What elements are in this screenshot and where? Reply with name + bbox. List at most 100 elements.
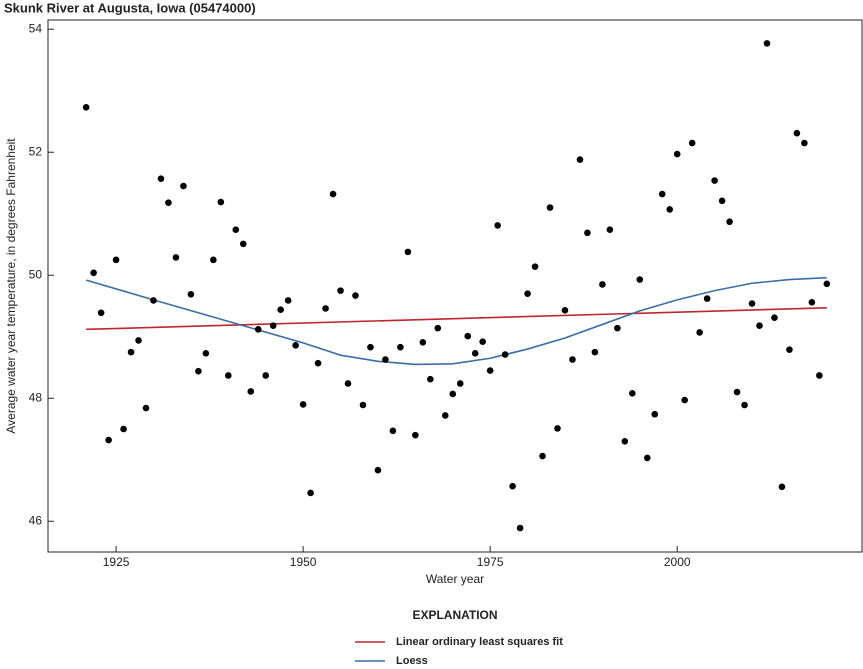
data-point	[247, 388, 255, 395]
y-tick-label: 52	[29, 144, 43, 158]
data-point	[494, 222, 501, 229]
data-point	[748, 300, 756, 307]
data-point	[569, 356, 576, 363]
data-point	[180, 182, 187, 190]
data-point	[157, 175, 165, 182]
data-point	[793, 129, 801, 137]
data-point	[823, 280, 831, 288]
data-point	[299, 401, 307, 408]
data-point	[726, 218, 733, 226]
data-point	[554, 425, 561, 432]
data-point	[329, 190, 337, 198]
data-point	[232, 226, 240, 234]
data-point	[135, 337, 142, 344]
data-point	[427, 375, 434, 383]
data-point	[471, 350, 479, 357]
x-tick-label: 1975	[477, 555, 504, 569]
data-point	[172, 254, 180, 261]
data-point	[509, 482, 516, 490]
data-point	[97, 309, 105, 317]
data-point	[801, 139, 808, 147]
data-point	[90, 269, 97, 277]
data-point	[202, 350, 210, 357]
data-point	[808, 298, 816, 306]
data-point	[778, 483, 786, 491]
plot-frame	[47, 19, 863, 553]
data-point	[516, 524, 524, 532]
data-point	[337, 287, 344, 294]
y-tick-label: 50	[29, 267, 43, 281]
data-point	[816, 372, 823, 379]
y-tick-label: 48	[29, 390, 43, 404]
data-point	[479, 338, 486, 345]
y-axis-label: Average water year temperature, in degre…	[4, 138, 18, 434]
data-point	[367, 343, 374, 351]
data-point	[195, 367, 202, 375]
data-point	[703, 295, 711, 302]
data-point	[771, 314, 778, 321]
data-point	[344, 380, 352, 387]
data-point	[225, 372, 232, 379]
data-point	[352, 292, 359, 299]
data-point	[756, 322, 763, 329]
data-point	[374, 466, 382, 474]
data-point	[591, 348, 599, 356]
data-point	[629, 390, 636, 397]
data-point	[322, 305, 329, 312]
data-point	[546, 204, 554, 211]
data-point	[419, 338, 427, 346]
x-axis-label: Water year	[426, 572, 484, 586]
trend-line	[86, 307, 827, 331]
data-point	[733, 388, 741, 396]
data-point	[292, 342, 299, 349]
data-point	[711, 177, 718, 184]
data-point	[217, 198, 225, 206]
data-point	[254, 326, 262, 333]
data-point	[561, 306, 569, 314]
data-point	[307, 489, 314, 497]
data-point	[643, 454, 651, 462]
x-tick-label: 2000	[664, 555, 691, 569]
data-point	[786, 346, 793, 353]
data-point	[531, 263, 539, 270]
data-point	[524, 290, 531, 297]
data-point	[464, 332, 472, 340]
data-point	[404, 248, 412, 256]
data-point	[673, 150, 681, 158]
data-point	[150, 297, 157, 304]
data-point	[262, 372, 270, 379]
data-point	[112, 256, 120, 264]
legend-title: EXPLANATION	[412, 608, 497, 622]
legend-label: Linear ordinary least squares fit	[396, 636, 563, 648]
data-point	[277, 306, 284, 313]
data-point	[486, 367, 494, 374]
legend-label: Loess	[396, 655, 428, 667]
data-point	[606, 226, 614, 234]
data-point	[127, 348, 135, 356]
data-point	[501, 351, 509, 358]
data-point	[584, 229, 591, 237]
data-point	[210, 256, 217, 264]
data-point	[456, 380, 464, 387]
data-point	[434, 324, 442, 332]
data-point	[82, 104, 90, 111]
data-point	[187, 291, 195, 298]
data-point	[741, 401, 748, 409]
y-tick-label: 46	[29, 513, 43, 527]
data-point	[539, 452, 546, 460]
data-point	[696, 329, 703, 336]
data-point	[269, 322, 277, 329]
data-point	[651, 410, 659, 418]
data-point	[120, 425, 127, 433]
data-point	[688, 139, 696, 147]
data-point	[389, 427, 397, 435]
chart-title: Skunk River at Augusta, Iowa (05474000)	[4, 0, 256, 15]
data-point	[142, 404, 150, 412]
x-tick-label: 1950	[290, 555, 317, 569]
y-tick-label: 54	[29, 21, 43, 35]
data-point	[681, 396, 688, 404]
data-point	[576, 156, 584, 163]
data-point	[599, 281, 606, 288]
data-point	[658, 190, 666, 198]
